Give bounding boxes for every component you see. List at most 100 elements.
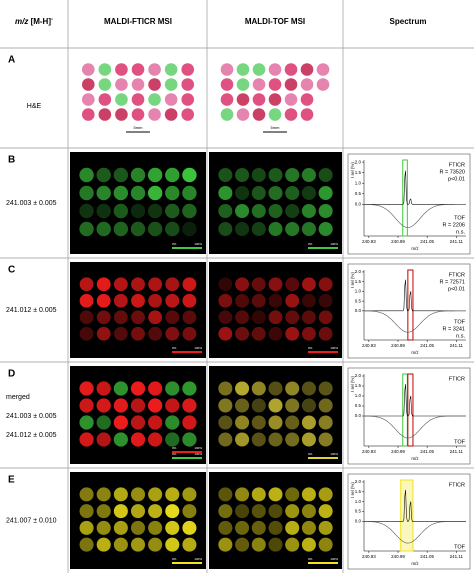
tissue-section (96, 185, 111, 201)
msi-panel (209, 262, 342, 358)
tof-trace (364, 204, 466, 228)
tissue-section (165, 415, 180, 430)
tissue-section (181, 93, 195, 106)
tissue-section (251, 432, 266, 447)
tissue-section (165, 432, 180, 447)
row-label: 241.007 ± 0.010 (6, 517, 57, 524)
tissue-section (251, 398, 266, 413)
colorbar-min: 0% (172, 346, 177, 350)
tissue-section (81, 93, 95, 106)
y-tick-label: 1.5 (355, 489, 362, 494)
tissue-section (268, 203, 283, 219)
tissue-section (300, 63, 314, 76)
tissue-section (285, 487, 300, 502)
msi-panel (70, 152, 206, 254)
tissue-section (113, 310, 128, 325)
header-fticr: MALDI-FTICR MSI (104, 17, 172, 26)
tissue-section (96, 432, 111, 447)
y-tick-label: 1.5 (355, 170, 362, 175)
tissue-section (79, 520, 94, 535)
tissue-section (285, 432, 300, 447)
tissue-section (318, 167, 333, 183)
tissue-section (251, 326, 266, 341)
tissue-section (164, 93, 178, 106)
tissue-section (148, 537, 163, 552)
tissue-section (182, 167, 197, 183)
tissue-section (165, 185, 180, 201)
tissue-section (165, 326, 180, 341)
fticr-annotation: FTICR (449, 376, 465, 382)
tissue-section (268, 221, 283, 237)
tissue-section (251, 520, 266, 535)
tissue-section (285, 221, 300, 237)
tissue-section (130, 221, 146, 237)
y-tick-label: 0.0 (355, 202, 362, 207)
tof-annotation: R = 2206 (443, 222, 465, 228)
tissue-section (130, 167, 146, 183)
tissue-section (301, 293, 316, 308)
colorbar (172, 351, 202, 353)
tissue-section (164, 78, 178, 91)
tissue-section (165, 277, 180, 292)
tissue-section (182, 537, 197, 552)
tissue-section (251, 277, 266, 292)
tissue-section (79, 277, 94, 292)
fticr-annotation: R = 73520 (439, 169, 465, 175)
tissue-section (130, 520, 146, 535)
tissue-section (218, 415, 233, 430)
tissue-section (284, 108, 298, 121)
tissue-section (318, 398, 333, 413)
y-tick-label: 0.5 (355, 509, 362, 514)
tissue-section (301, 277, 316, 292)
x-tick-label: 241.11 (450, 554, 464, 559)
tissue-section (301, 487, 316, 502)
tissue-section (318, 310, 333, 325)
tissue-section (268, 520, 283, 535)
tissue-section (301, 537, 316, 552)
tissue-section (131, 63, 145, 76)
y-tick-label: 0.0 (355, 308, 362, 313)
fticr-annotation: p<0.01 (448, 286, 465, 292)
tissue-section (182, 221, 197, 237)
colorbar (172, 247, 202, 249)
y-tick-label: 1.0 (355, 180, 362, 185)
tof-annotation: R = 3241 (443, 326, 465, 332)
colorbar-max: 100% (194, 346, 202, 350)
msi-panel (70, 262, 206, 358)
row-letter: A (8, 55, 15, 66)
tissue-section (301, 432, 316, 447)
tissue-section (218, 398, 233, 413)
tissue-section (79, 504, 94, 519)
msi-panel (209, 152, 342, 254)
tissue-section (147, 185, 163, 201)
tissue-section (318, 432, 333, 447)
tissue-section (79, 487, 94, 502)
tissue-section (220, 78, 234, 91)
x-axis-label: m/z (411, 456, 419, 461)
tissue-section (285, 277, 300, 292)
tissue-section (96, 487, 111, 502)
tissue-section (284, 78, 298, 91)
tissue-section (268, 504, 283, 519)
tissue-section (147, 167, 163, 183)
x-axis-label: m/z (411, 246, 419, 251)
colorbar (308, 562, 338, 564)
tissue-section (79, 203, 94, 219)
tissue-section (236, 108, 250, 121)
tissue-section (81, 108, 95, 121)
tissue-section (113, 221, 129, 237)
tissue-section (301, 221, 316, 237)
highlight (402, 373, 408, 447)
tissue-section (235, 277, 250, 292)
tissue-section (113, 277, 128, 292)
colorbar (308, 247, 338, 249)
y-tick-label: 2.0 (355, 269, 362, 274)
tissue-section (96, 504, 111, 519)
x-tick-label: 241.05 (420, 554, 434, 559)
tissue-section (182, 487, 197, 502)
tissue-section (165, 537, 180, 552)
colorbar-max: 100% (330, 242, 338, 246)
tissue-section (148, 398, 163, 413)
tissue-section (285, 326, 300, 341)
